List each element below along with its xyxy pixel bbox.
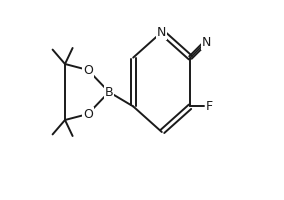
- Text: N: N: [157, 25, 166, 38]
- Text: N: N: [202, 36, 211, 49]
- Text: O: O: [83, 108, 93, 120]
- Text: O: O: [83, 64, 93, 76]
- Text: F: F: [206, 100, 213, 113]
- Text: B: B: [105, 86, 113, 98]
